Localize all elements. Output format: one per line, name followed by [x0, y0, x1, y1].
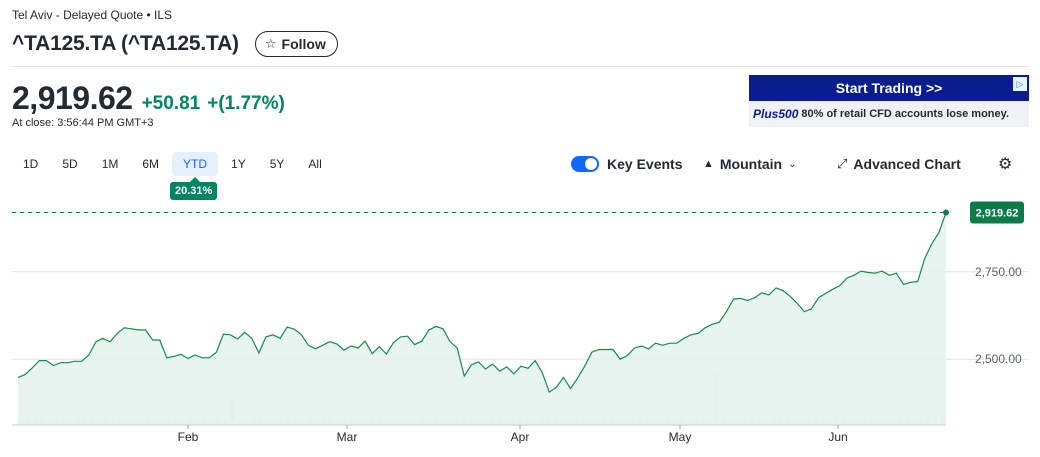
- range-tab-6m[interactable]: 6M: [142, 157, 160, 171]
- chevron-down-icon: ⌄: [788, 158, 797, 170]
- x-tick-label: Apr: [511, 430, 530, 444]
- toggle-switch[interactable]: [571, 156, 599, 172]
- price-change-percent: +(1.77%): [207, 93, 285, 114]
- last-value-label: 2,919.62: [976, 207, 1019, 219]
- ad-banner[interactable]: Start Trading >> ▷ Plus500 80% of retail…: [749, 75, 1029, 127]
- ad-logo: Plus500: [753, 107, 799, 121]
- range-tabs: 1D 5D 1M 6M YTD 1Y 5Y All: [12, 152, 335, 176]
- range-tab-5y[interactable]: 5Y: [269, 157, 285, 171]
- range-tab-ytd[interactable]: YTD: [172, 152, 219, 176]
- last-value-dot: [943, 209, 949, 216]
- range-tab-1m[interactable]: 1M: [101, 157, 119, 171]
- follow-label: Follow: [281, 36, 326, 52]
- star-outline-icon: ☆: [264, 36, 277, 51]
- ad-footer: Plus500 80% of retail CFD accounts lose …: [749, 101, 1029, 127]
- header-divider: [12, 66, 1028, 67]
- range-tab-5d[interactable]: 5D: [62, 157, 78, 171]
- range-tab-all[interactable]: All: [308, 157, 322, 171]
- expand-icon: ⤢: [837, 156, 848, 171]
- chart-type-label: Mountain: [719, 156, 783, 172]
- close-time: At close: 3:56:44 PM GMT+3: [12, 117, 154, 129]
- y-tick-label: 2,750.00: [975, 265, 1022, 279]
- range-tab-1d[interactable]: 1D: [23, 157, 39, 171]
- chart-type-dropdown[interactable]: ▲ Mountain ⌄: [703, 152, 797, 176]
- advanced-chart-button[interactable]: ⤢ Advanced Chart: [837, 152, 961, 176]
- area-fill: [18, 212, 946, 425]
- gear-icon: ⚙: [998, 156, 1013, 173]
- mountain-icon: ▲: [703, 158, 714, 170]
- key-events-label: Key Events: [607, 156, 683, 172]
- x-tick-label: Jun: [828, 430, 847, 444]
- ytd-change-badge: 20.31%: [170, 177, 218, 200]
- page-title: ^TA125.TA (^TA125.TA): [12, 32, 239, 55]
- last-value-badge: [970, 201, 1024, 224]
- x-tick-label: Feb: [178, 430, 199, 444]
- ad-cta-label: Start Trading >>: [835, 80, 943, 96]
- ad-cta[interactable]: Start Trading >> ▷: [749, 75, 1029, 101]
- x-tick-label: May: [669, 430, 692, 444]
- ad-choices-icon[interactable]: ▷: [1013, 77, 1027, 91]
- ad-disclaimer: 80% of retail CFD accounts lose money.: [801, 108, 1010, 120]
- y-tick-label: 2,500.00: [975, 352, 1022, 366]
- key-events-toggle[interactable]: Key Events: [571, 152, 682, 176]
- series-line: [17, 212, 947, 394]
- price: 2,919.62: [12, 80, 133, 116]
- advanced-chart-label: Advanced Chart: [853, 156, 961, 172]
- exchange-info: Tel Aviv - Delayed Quote • ILS: [12, 8, 173, 22]
- x-tick-label: Mar: [337, 430, 358, 444]
- settings-button[interactable]: ⚙: [998, 152, 1012, 176]
- range-tab-1y[interactable]: 1Y: [231, 157, 246, 171]
- title-row: ^TA125.TA (^TA125.TA) ☆ Follow: [12, 31, 338, 57]
- quote-row: 2,919.62 +50.81 +(1.77%): [12, 80, 285, 117]
- follow-button[interactable]: ☆ Follow: [254, 31, 338, 57]
- price-change: +50.81: [141, 93, 201, 114]
